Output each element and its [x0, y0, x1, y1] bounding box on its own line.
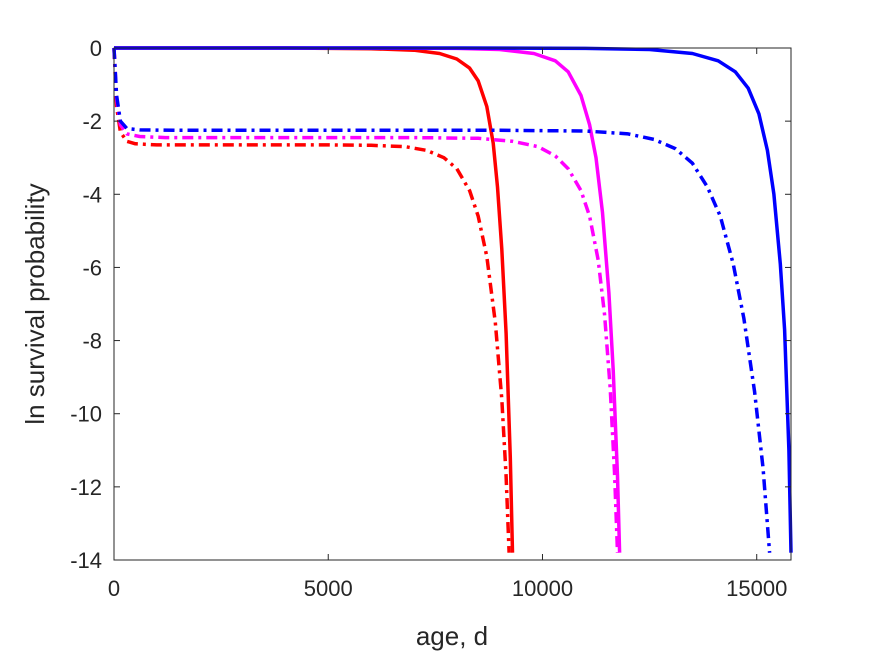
series-layer — [112, 46, 793, 553]
y-tick-label: -4 — [82, 182, 102, 207]
x-tick-label: 15000 — [726, 576, 787, 601]
x-tick-label: 5000 — [304, 576, 353, 601]
x-tick-label: 10000 — [512, 576, 573, 601]
axes-box — [113, 47, 792, 561]
y-tick-label: -8 — [82, 329, 102, 354]
series-line-4 — [114, 46, 793, 553]
y-tick-label: -14 — [70, 548, 102, 573]
y-tick-label: -12 — [70, 475, 102, 500]
y-tick-label: -2 — [82, 109, 102, 134]
x-axis-label: age, d — [416, 621, 488, 651]
y-tick-label: -10 — [70, 402, 102, 427]
y-tick-label: -6 — [82, 255, 102, 280]
series-line-3 — [112, 47, 620, 553]
series-line-1 — [112, 47, 511, 553]
y-tick-label: 0 — [90, 36, 102, 61]
y-axis-label: ln survival probability — [20, 183, 50, 424]
x-tick-label: 0 — [108, 576, 120, 601]
tick-layer: 0 5000 10000 15000 0 -2 -4 -6 -8 -10 -12 -14 — [70, 36, 791, 601]
plot-area — [114, 48, 791, 560]
